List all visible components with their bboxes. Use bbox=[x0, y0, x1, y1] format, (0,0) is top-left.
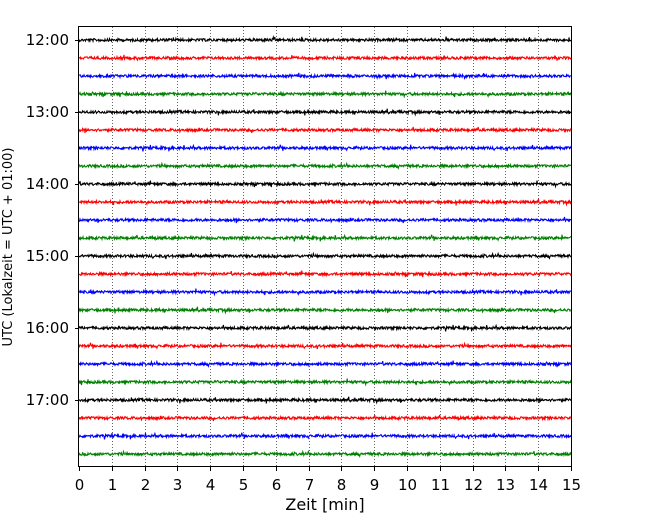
x-tick-label-13: 13 bbox=[496, 476, 515, 494]
trace-19 bbox=[78, 378, 572, 387]
x-tick-label-6: 6 bbox=[272, 476, 282, 494]
trace-14 bbox=[78, 288, 572, 297]
x-tick-label-14: 14 bbox=[529, 476, 548, 494]
y-tick-label-1: 13:00 bbox=[26, 103, 69, 121]
x-tick-label-1: 1 bbox=[108, 476, 118, 494]
x-axis-label: Zeit [min] bbox=[285, 495, 364, 514]
trace-13 bbox=[78, 270, 572, 278]
trace-4 bbox=[78, 108, 571, 117]
x-tick-label-5: 5 bbox=[239, 476, 249, 494]
trace-2 bbox=[78, 72, 572, 81]
y-tick-label-5: 17:00 bbox=[26, 391, 69, 409]
trace-5 bbox=[78, 126, 572, 134]
trace-22 bbox=[78, 431, 572, 440]
trace-17 bbox=[78, 341, 572, 350]
x-tick-label-12: 12 bbox=[464, 476, 483, 494]
plot-frame bbox=[78, 26, 572, 467]
trace-20 bbox=[78, 396, 572, 405]
y-axis-ticks: 12:00 13:00 14:00 15:00 16:00 17:00 bbox=[26, 31, 79, 409]
trace-1 bbox=[78, 54, 572, 62]
x-tick-label-3: 3 bbox=[173, 476, 183, 494]
trace-group bbox=[78, 35, 572, 458]
x-tick-label-8: 8 bbox=[337, 476, 347, 494]
y-axis-label: UTC (Lokalzeit = UTC + 01:00) bbox=[1, 148, 16, 347]
trace-12 bbox=[78, 251, 572, 260]
y-tick-label-2: 14:00 bbox=[26, 175, 69, 193]
trace-16 bbox=[78, 323, 572, 332]
trace-6 bbox=[78, 143, 572, 152]
y-tick-label-4: 16:00 bbox=[26, 319, 69, 337]
x-tick-label-11: 11 bbox=[431, 476, 450, 494]
y-tick-label-0: 12:00 bbox=[26, 31, 69, 49]
x-tick-label-7: 7 bbox=[305, 476, 315, 494]
trace-15 bbox=[78, 306, 572, 315]
x-axis-ticks: 0 1 2 3 4 5 6 7 8 9 10 11 12 13 14 15 bbox=[75, 466, 581, 494]
vertical-grid bbox=[112, 27, 539, 466]
x-tick-label-15: 15 bbox=[562, 476, 581, 494]
trace-18 bbox=[78, 359, 572, 368]
trace-11 bbox=[78, 233, 572, 242]
y-tick-label-3: 15:00 bbox=[26, 247, 69, 265]
trace-9 bbox=[78, 198, 572, 207]
trace-23 bbox=[78, 449, 572, 458]
trace-21 bbox=[78, 414, 572, 422]
x-tick-label-10: 10 bbox=[398, 476, 417, 494]
x-tick-label-0: 0 bbox=[75, 476, 85, 494]
trace-10 bbox=[78, 216, 572, 224]
trace-8 bbox=[78, 180, 572, 189]
trace-7 bbox=[78, 161, 572, 170]
x-tick-label-4: 4 bbox=[206, 476, 216, 494]
trace-0 bbox=[78, 35, 572, 44]
x-tick-label-9: 9 bbox=[370, 476, 380, 494]
x-tick-label-2: 2 bbox=[141, 476, 151, 494]
trace-3 bbox=[78, 90, 572, 99]
